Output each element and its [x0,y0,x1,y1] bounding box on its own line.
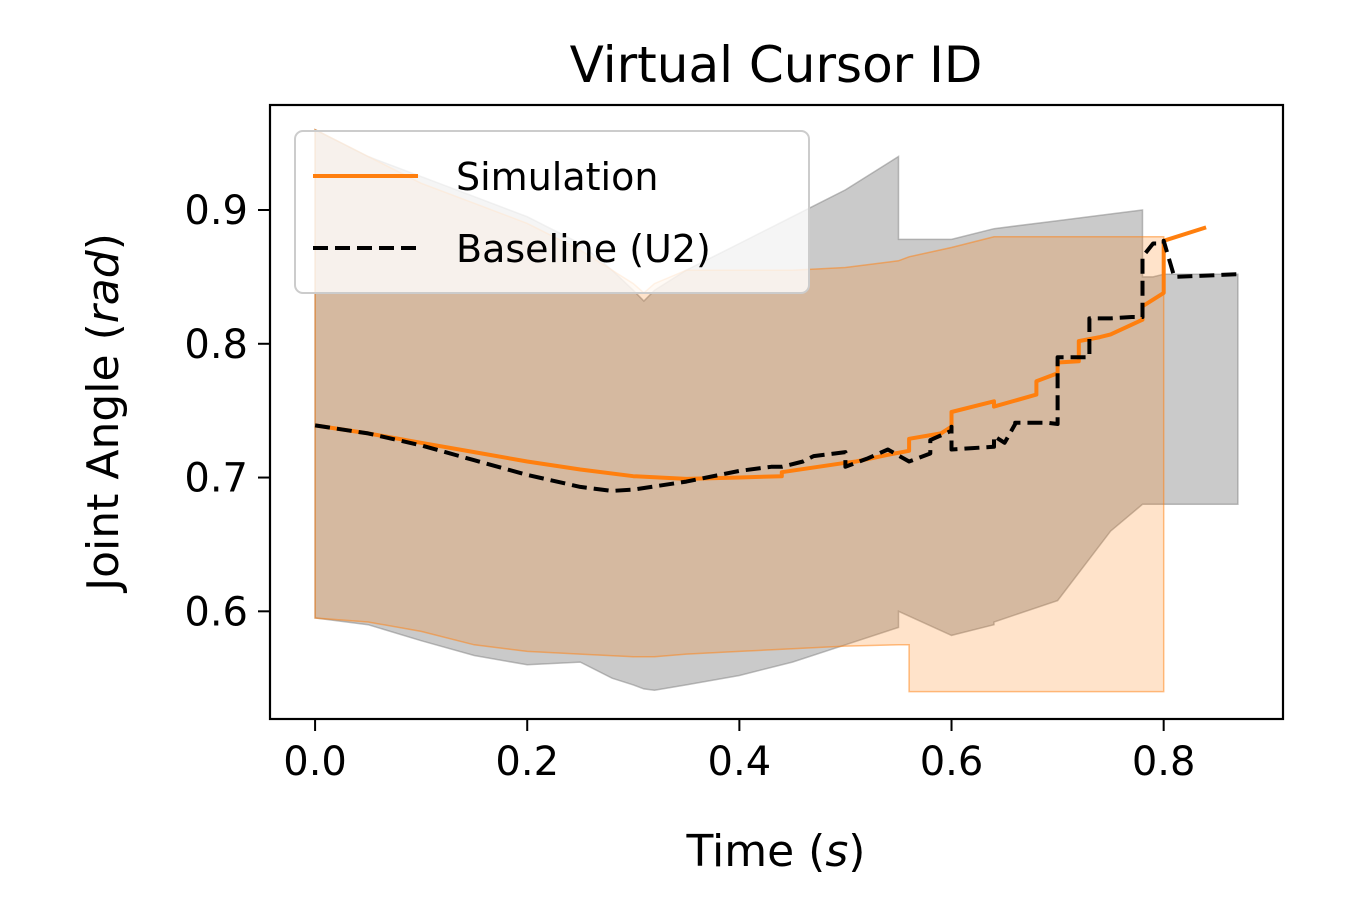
legend-box [294,130,810,294]
x-tick-label: 0.4 [708,739,772,785]
x-tick-label: 0.2 [495,739,559,785]
x-axis-label: Time (s) [686,826,866,877]
x-tick-label: 0.6 [920,739,984,785]
series-line-simulation [314,225,1207,481]
x-tick-label: 0.0 [283,739,347,785]
y-tick-label: 0.9 [184,188,248,234]
y-tick-label: 0.7 [184,456,248,502]
series-line-baseline-u2 [314,238,1238,493]
x-tick-label: 0.8 [1132,739,1196,785]
y-tick-label: 0.6 [184,589,248,635]
x-axis: 0.0 0.2 0.4 0.6 0.8 [283,719,1195,785]
y-axis-label: Joint Angle (rad) [78,233,129,594]
y-axis: 0.6 0.7 0.8 0.9 [184,188,270,635]
plot-frame [268,103,1285,721]
legend-label-simulation: Simulation [456,155,658,199]
y-tick-label: 0.8 [184,322,248,368]
legend: Simulation Baseline (U2) [294,130,810,294]
chart-title: Virtual Cursor ID [570,36,983,94]
series-layer [314,225,1238,493]
legend-label-baseline: Baseline (U2) [456,227,711,271]
